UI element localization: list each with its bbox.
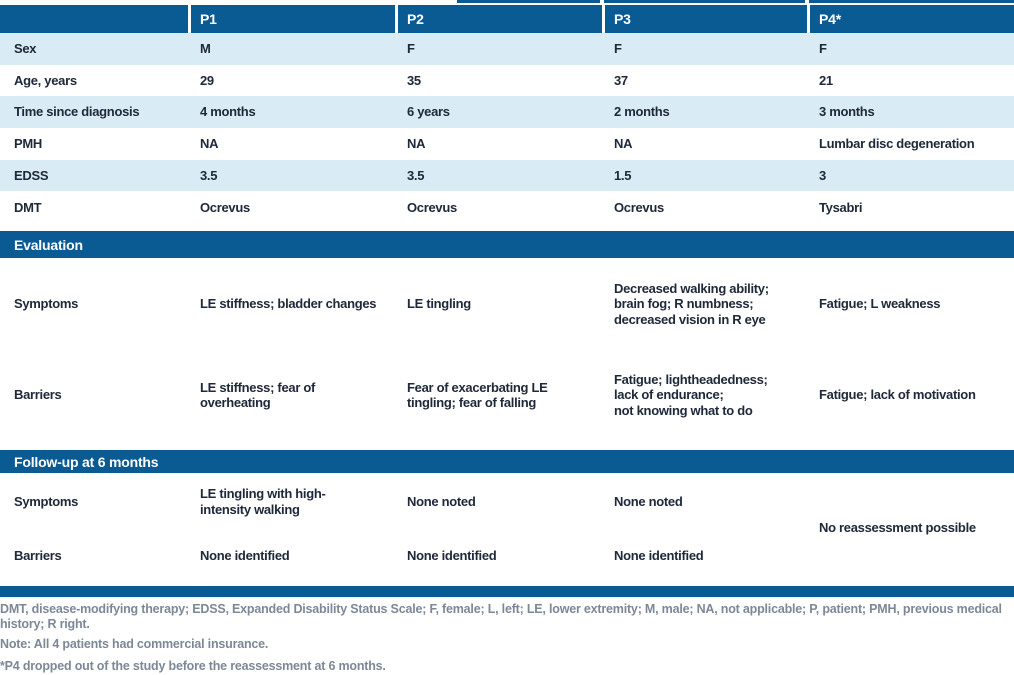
section-title: Follow-up at 6 months	[14, 453, 159, 470]
row-label: Symptoms	[14, 296, 79, 312]
cell-p1: LE stiffness; bladder changes	[200, 296, 377, 312]
cell-p3: 2 months	[614, 104, 670, 120]
cell-p3: NA	[614, 136, 633, 152]
row-label: Barriers	[14, 387, 62, 403]
cell-p3: Ocrevus	[614, 199, 664, 215]
cell-p1: LE tingling with high- intensity walking	[200, 486, 326, 517]
cell-p3: None identified	[614, 548, 704, 564]
cell-p3: None noted	[614, 493, 683, 509]
cell-p1: 29	[200, 72, 214, 88]
row-label: Sex	[14, 41, 37, 57]
cell-p3: Decreased walking ability; brain fog; R …	[614, 280, 769, 327]
cell-p4: Tysabri	[819, 199, 863, 215]
cell-p1: None identified	[200, 548, 290, 564]
footnote-p4-dropout: *P4 dropped out of the study before the …	[0, 658, 386, 673]
table-footnotes: DMT, disease-modifying therapy; EDSS, Ex…	[0, 602, 1010, 673]
cell-p3: Fatigue; lightheadedness; lack of endura…	[614, 371, 768, 418]
cropped-artifact-bar	[809, 0, 1014, 3]
cell-p1: NA	[200, 136, 219, 152]
cell-p2: Fear of exacerbating LE tingling; fear o…	[407, 379, 548, 411]
row-label: Age, years	[14, 72, 77, 88]
cell-p4: Fatigue; L weakness	[819, 296, 941, 312]
cell-p4: Fatigue; lack of motivation	[819, 387, 976, 403]
table-bottom-border	[0, 586, 1014, 598]
table-row-sex: Sex M F F F	[0, 33, 1014, 65]
column-header-spacer	[0, 5, 188, 33]
cropped-artifact-bar	[604, 0, 805, 3]
section-header-evaluation: Evaluation	[0, 231, 1014, 259]
column-header-p1: P1	[188, 5, 395, 33]
cell-p1: 3.5	[200, 167, 218, 183]
row-label: Time since diagnosis	[14, 104, 140, 120]
row-label: EDSS	[14, 167, 49, 183]
cell-p3: F	[614, 41, 622, 57]
cell-p4: 3 months	[819, 104, 875, 120]
table-row-edss: EDSS 3.5 3.5 1.5 3	[0, 159, 1014, 192]
row-label: DMT	[14, 199, 42, 215]
cell-p1: Ocrevus	[200, 199, 250, 215]
cell-p2: LE tingling	[407, 296, 471, 312]
cell-p2: F	[407, 41, 415, 57]
column-header-p4: P4*	[807, 5, 1014, 33]
cell-p2: None identified	[407, 548, 497, 564]
cell-p1: LE stiffness; fear of overheating	[200, 379, 316, 411]
table-row-pmh: PMH NA NA NA Lumbar disc degeneration	[0, 128, 1014, 160]
cell-p2: None noted	[407, 493, 476, 509]
row-label: Barriers	[14, 548, 62, 564]
cell-p2: NA	[407, 136, 426, 152]
demographics-section: Sex M F F F Age, years 29 35 37 21 Time …	[0, 33, 1014, 223]
column-header-p3: P3	[602, 5, 807, 33]
section-title: Evaluation	[14, 236, 83, 253]
cell-p4-no-reassessment: No reassessment possible	[819, 519, 976, 535]
cell-p2: 6 years	[407, 104, 450, 120]
cell-p4: 21	[819, 72, 833, 88]
followup-rows: Symptoms LE tingling with high- intensit…	[0, 473, 1014, 583]
table-header-row: P1 P2 P3 P4*	[0, 5, 1014, 33]
cell-p2: Ocrevus	[407, 199, 457, 215]
cell-p3: 37	[614, 72, 628, 88]
cell-p4: F	[819, 41, 827, 57]
cell-p1: M	[200, 41, 211, 57]
column-header-p2: P2	[395, 5, 602, 33]
cell-p3: 1.5	[614, 167, 632, 183]
footnote-insurance-note: Note: All 4 patients had commercial insu…	[0, 637, 269, 652]
cell-p4: 3	[819, 167, 826, 183]
row-label: PMH	[14, 136, 42, 152]
footnote-abbreviations: DMT, disease-modifying therapy; EDSS, Ex…	[0, 602, 1002, 631]
table-row-eval-barriers: Barriers LE stiffness; fear of overheati…	[0, 350, 1014, 441]
cropped-artifact-bar	[457, 0, 600, 3]
table-row-dmt: DMT Ocrevus Ocrevus Ocrevus Tysabri	[0, 191, 1014, 223]
table-row-eval-symptoms: Symptoms LE stiffness; bladder changes L…	[0, 258, 1014, 351]
table-row-time-since-diagnosis: Time since diagnosis 4 months 6 years 2 …	[0, 96, 1014, 129]
row-label: Symptoms	[14, 493, 79, 509]
cell-p1: 4 months	[200, 104, 256, 120]
section-header-followup: Follow-up at 6 months	[0, 450, 1014, 474]
table-row-age: Age, years 29 35 37 21	[0, 65, 1014, 97]
cell-p2: 35	[407, 72, 421, 88]
cell-p4: Lumbar disc degeneration	[819, 136, 975, 152]
cell-p2: 3.5	[407, 167, 425, 183]
